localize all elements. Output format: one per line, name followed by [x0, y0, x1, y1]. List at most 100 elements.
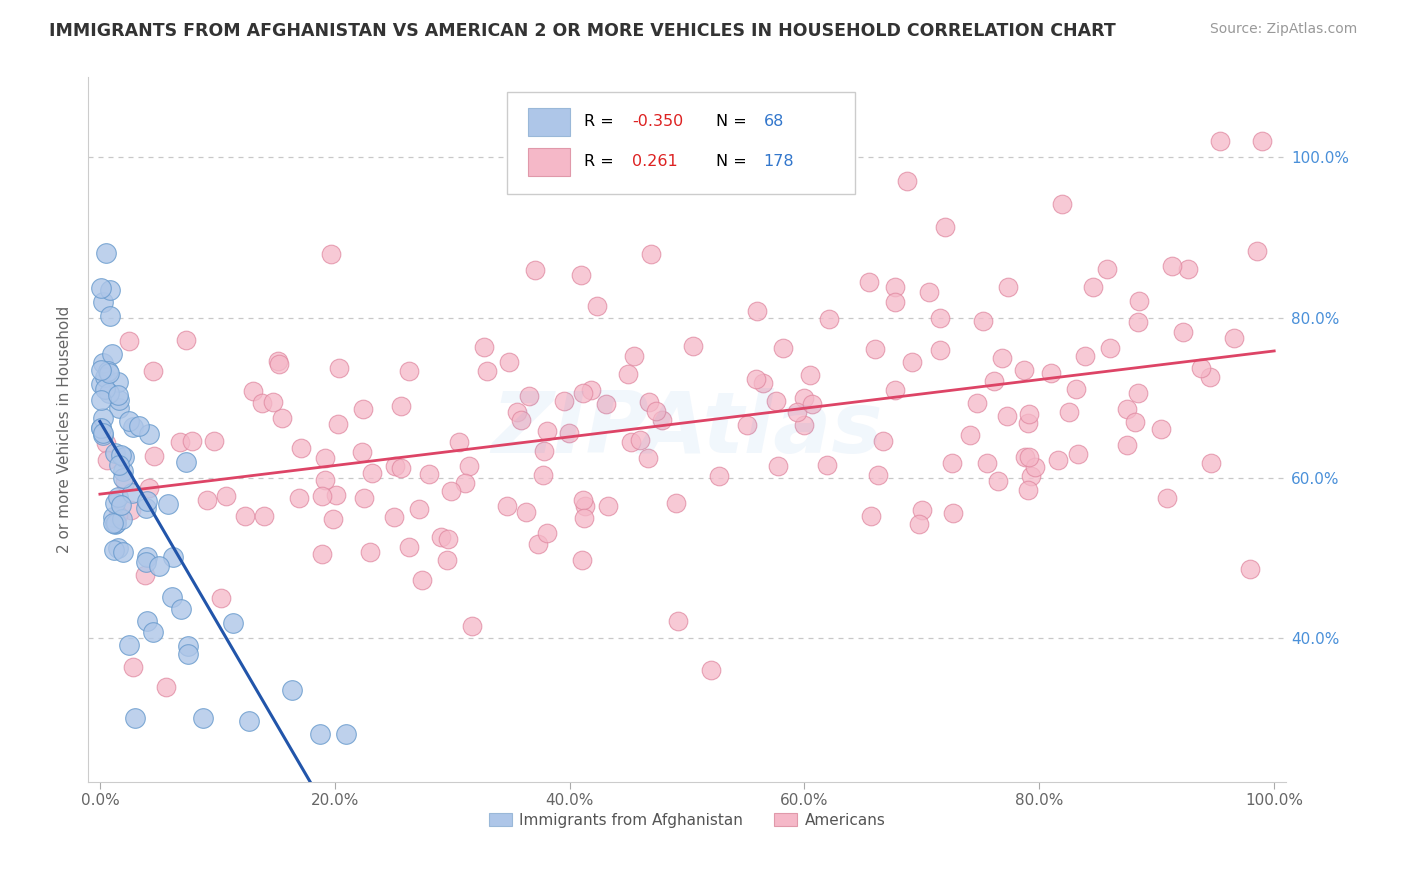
Point	[1246, 244, 1268, 259]
Point	[863, 342, 886, 356]
Point	[1014, 450, 1036, 465]
Point	[1067, 447, 1090, 461]
Point	[883, 294, 905, 309]
Text: ZIPAtlas: ZIPAtlas	[491, 388, 883, 471]
Point	[1018, 408, 1040, 422]
Point	[322, 512, 344, 526]
Legend: Immigrants from Afghanistan, Americans: Immigrants from Afghanistan, Americans	[482, 806, 891, 834]
Point	[408, 501, 430, 516]
Point	[644, 404, 666, 418]
Point	[270, 411, 292, 425]
Point	[104, 516, 127, 531]
Point	[121, 486, 143, 500]
Point	[411, 574, 433, 588]
Point	[571, 385, 593, 400]
Point	[290, 441, 312, 455]
Point	[569, 268, 592, 282]
Point	[579, 383, 602, 397]
Point	[110, 448, 132, 462]
Point	[111, 512, 134, 526]
Point	[884, 280, 907, 294]
Text: -0.350: -0.350	[631, 114, 683, 129]
Point	[112, 464, 135, 478]
Point	[1123, 415, 1146, 429]
Point	[135, 555, 157, 569]
Point	[352, 402, 374, 417]
Point	[1208, 135, 1230, 149]
Point	[110, 498, 132, 512]
Point	[148, 558, 170, 573]
Point	[524, 263, 547, 277]
Point	[222, 615, 245, 630]
Point	[91, 411, 114, 425]
Point	[987, 474, 1010, 488]
Point	[430, 530, 453, 544]
Point	[475, 364, 498, 378]
Point	[496, 499, 519, 513]
Point	[942, 506, 965, 520]
Point	[96, 453, 118, 467]
Point	[108, 458, 131, 472]
Point	[107, 490, 129, 504]
Point	[983, 374, 1005, 388]
Point	[118, 638, 141, 652]
Text: N =: N =	[716, 114, 747, 129]
Point	[737, 418, 759, 433]
Point	[531, 467, 554, 482]
Point	[398, 540, 420, 554]
Point	[666, 614, 689, 628]
Point	[815, 458, 838, 472]
Point	[598, 499, 620, 513]
Point	[180, 434, 202, 449]
Point	[800, 397, 823, 411]
Point	[536, 424, 558, 438]
Point	[311, 547, 333, 561]
Point	[157, 497, 180, 511]
Point	[572, 493, 595, 508]
Point	[1160, 259, 1182, 273]
Point	[104, 446, 127, 460]
Point	[574, 499, 596, 513]
Point	[1040, 367, 1063, 381]
Point	[553, 393, 575, 408]
FancyBboxPatch shape	[508, 92, 855, 194]
Point	[896, 174, 918, 188]
Point	[536, 526, 558, 541]
Point	[595, 397, 617, 411]
Point	[359, 545, 381, 559]
Point	[174, 333, 197, 347]
Point	[118, 334, 141, 348]
Point	[772, 342, 794, 356]
Point	[90, 421, 112, 435]
Point	[1128, 315, 1150, 329]
Point	[901, 355, 924, 369]
Text: 68: 68	[763, 114, 785, 129]
Point	[745, 304, 768, 318]
Point	[384, 458, 406, 473]
Point	[250, 396, 273, 410]
Point	[1150, 422, 1173, 436]
Point	[665, 496, 688, 510]
Point	[398, 364, 420, 378]
Point	[1050, 197, 1073, 211]
Point	[281, 683, 304, 698]
Text: 178: 178	[763, 154, 794, 169]
Point	[1014, 363, 1036, 377]
Y-axis label: 2 or more Vehicles in Household: 2 or more Vehicles in Household	[58, 306, 72, 553]
Point	[682, 339, 704, 353]
Point	[991, 351, 1014, 365]
Point	[309, 726, 332, 740]
Point	[630, 434, 652, 448]
Point	[93, 426, 115, 441]
Point	[267, 357, 290, 371]
Point	[209, 591, 232, 606]
Point	[918, 285, 941, 299]
Point	[959, 428, 981, 442]
Point	[108, 393, 131, 408]
Point	[135, 501, 157, 516]
Point	[176, 639, 198, 653]
Point	[1024, 459, 1046, 474]
Point	[929, 343, 952, 357]
Point	[498, 355, 520, 369]
Point	[858, 275, 880, 289]
